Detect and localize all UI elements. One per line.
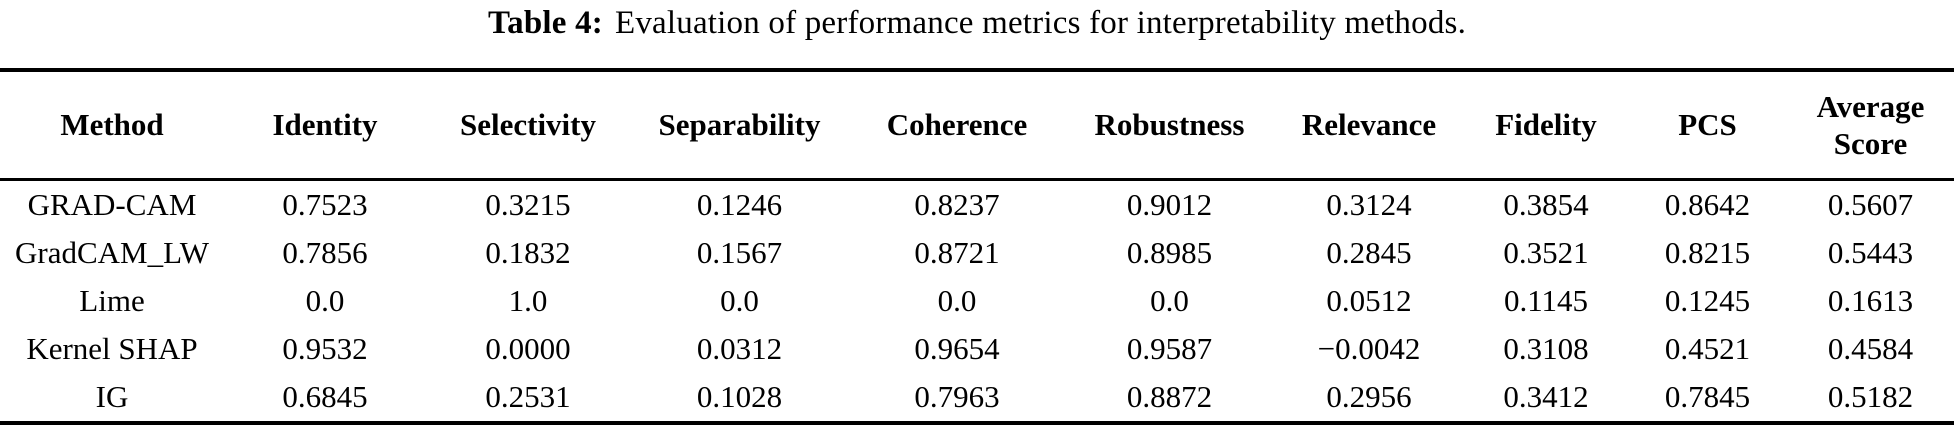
table-row: GradCAM_LW 0.7856 0.1832 0.1567 0.8721 0… — [0, 229, 1954, 277]
method-cell: GRAD-CAM — [27, 187, 197, 222]
column-header-relevance: Relevance — [1274, 70, 1464, 181]
table-cell: 0.7523 — [282, 187, 368, 222]
table-caption: Table 4: Evaluation of performance metric… — [0, 0, 1954, 42]
table-cell: 0.2956 — [1326, 379, 1412, 414]
column-header-pcs: PCS — [1628, 70, 1787, 181]
caption-text: Evaluation of performance metrics for in… — [614, 5, 1467, 41]
table-row: Kernel SHAP 0.9532 0.0000 0.0312 0.9654 … — [0, 325, 1954, 373]
method-cell: GradCAM_LW — [15, 235, 209, 270]
table-cell: 0.7845 — [1664, 379, 1751, 414]
caption-label: Table 4: — [487, 5, 603, 41]
table-cell: 0.1613 — [1827, 283, 1914, 318]
table-row: GRAD-CAM 0.7523 0.3215 0.1246 0.8237 0.9… — [0, 180, 1954, 230]
table-cell: 0.3215 — [485, 187, 571, 222]
table-cell: 0.3124 — [1326, 187, 1412, 222]
column-header-average-score: Average Score — [1787, 70, 1954, 181]
header-row: Method Identity Selectivity Separability… — [0, 70, 1954, 181]
table-cell: 0.1567 — [696, 235, 783, 270]
column-header-separability: Separability — [630, 70, 849, 181]
table-cell: 0.0 — [720, 283, 759, 318]
table-cell: 0.8642 — [1664, 187, 1751, 222]
column-header-selectivity: Selectivity — [426, 70, 630, 181]
table-cell: 0.7963 — [914, 379, 1000, 414]
table-cell: 0.6845 — [282, 379, 368, 414]
column-header-identity: Identity — [224, 70, 426, 181]
table-cell: 0.2845 — [1326, 235, 1412, 270]
table-row: Lime 0.0 1.0 0.0 0.0 0.0 0.0512 0.1145 0… — [0, 277, 1954, 325]
table-cell: 0.0 — [1150, 283, 1189, 318]
table-cell: 0.7856 — [282, 235, 368, 270]
table-cell: 0.0000 — [485, 331, 571, 366]
table-cell: 0.9587 — [1126, 331, 1213, 366]
table-cell: 0.0512 — [1326, 283, 1412, 318]
table-row: IG 0.6845 0.2531 0.1028 0.7963 0.8872 0.… — [0, 373, 1954, 423]
table-cell: 0.8985 — [1126, 235, 1213, 270]
table-cell: 0.1832 — [485, 235, 571, 270]
method-cell: Kernel SHAP — [26, 331, 198, 366]
table-cell: 0.8872 — [1126, 379, 1213, 414]
column-header-coherence: Coherence — [849, 70, 1065, 181]
column-header-method: Method — [0, 70, 224, 181]
table-cell: −0.0042 — [1317, 331, 1421, 366]
table-cell: 0.1028 — [696, 379, 783, 414]
table-cell: 0.8721 — [914, 235, 1000, 270]
table-cell: 0.1245 — [1664, 283, 1751, 318]
table-cell: 0.0 — [305, 283, 345, 318]
table-cell: 0.0312 — [696, 331, 783, 366]
column-header-fidelity: Fidelity — [1464, 70, 1628, 181]
table-cell: 0.3854 — [1503, 187, 1589, 222]
table-cell: 0.2531 — [485, 379, 571, 414]
table-cell: 0.3412 — [1503, 379, 1589, 414]
table-cell: 0.3521 — [1503, 235, 1589, 270]
table-cell: 0.4584 — [1827, 331, 1914, 366]
column-header-robustness: Robustness — [1065, 70, 1274, 181]
table-cell: 1.0 — [508, 283, 548, 318]
table-cell: 0.0 — [937, 283, 977, 318]
table-cell: 0.9654 — [914, 331, 1000, 366]
table-cell: 0.9532 — [282, 331, 368, 366]
table-cell: 0.9012 — [1126, 187, 1213, 222]
metrics-table: Method Identity Selectivity Separability… — [0, 68, 1954, 425]
table-cell: 0.5607 — [1827, 187, 1914, 222]
table-cell: 0.1246 — [696, 187, 783, 222]
method-cell: Lime — [79, 283, 145, 318]
table-cell: 0.8237 — [914, 187, 1000, 222]
table-cell: 0.5443 — [1827, 235, 1914, 270]
table-cell: 0.8215 — [1664, 235, 1751, 270]
table-cell: 0.5182 — [1827, 379, 1914, 414]
method-cell: IG — [95, 379, 129, 414]
table-cell: 0.1145 — [1503, 283, 1589, 318]
table-cell: 0.3108 — [1503, 331, 1589, 366]
table-cell: 0.4521 — [1664, 331, 1751, 366]
